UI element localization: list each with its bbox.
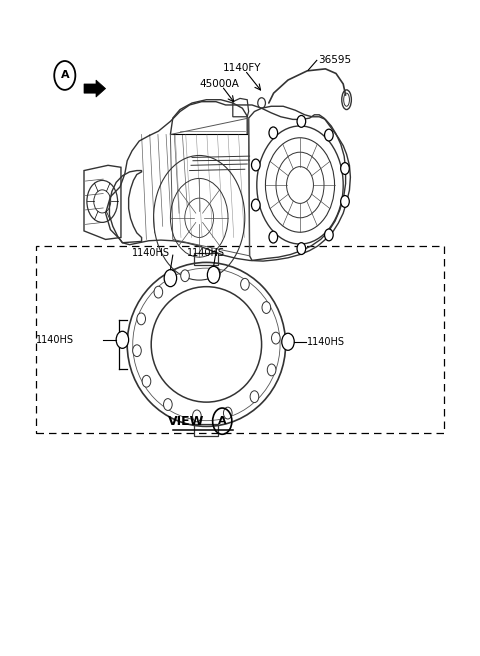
- Circle shape: [250, 391, 259, 403]
- Circle shape: [341, 195, 349, 207]
- Circle shape: [212, 267, 220, 279]
- Text: 1140HS: 1140HS: [36, 335, 74, 345]
- Text: 1140FY: 1140FY: [223, 63, 262, 73]
- Circle shape: [262, 302, 271, 314]
- Circle shape: [297, 115, 306, 127]
- Circle shape: [180, 270, 189, 281]
- Text: A: A: [60, 70, 69, 81]
- Circle shape: [324, 129, 333, 141]
- Circle shape: [164, 270, 177, 287]
- Circle shape: [252, 159, 260, 171]
- Circle shape: [324, 229, 333, 241]
- Text: VIEW: VIEW: [168, 415, 204, 428]
- Circle shape: [269, 231, 277, 243]
- Circle shape: [240, 278, 249, 290]
- Circle shape: [297, 243, 306, 255]
- Circle shape: [116, 331, 129, 348]
- Polygon shape: [84, 80, 106, 97]
- Circle shape: [137, 313, 145, 325]
- Text: 45000A: 45000A: [199, 79, 239, 89]
- Circle shape: [164, 399, 172, 411]
- Circle shape: [252, 199, 260, 211]
- Circle shape: [192, 410, 201, 422]
- Circle shape: [272, 332, 280, 344]
- Circle shape: [207, 266, 220, 283]
- Circle shape: [341, 163, 349, 174]
- Circle shape: [224, 407, 232, 419]
- Circle shape: [267, 364, 276, 376]
- Circle shape: [269, 127, 277, 139]
- Circle shape: [132, 345, 141, 357]
- Text: 36595: 36595: [318, 55, 351, 66]
- Text: 1140HS: 1140HS: [187, 248, 226, 258]
- Text: 1140HS: 1140HS: [307, 337, 345, 347]
- Circle shape: [282, 333, 294, 350]
- Circle shape: [154, 286, 163, 298]
- Circle shape: [142, 375, 151, 387]
- Text: 1140HS: 1140HS: [132, 248, 170, 258]
- Text: A: A: [218, 416, 227, 426]
